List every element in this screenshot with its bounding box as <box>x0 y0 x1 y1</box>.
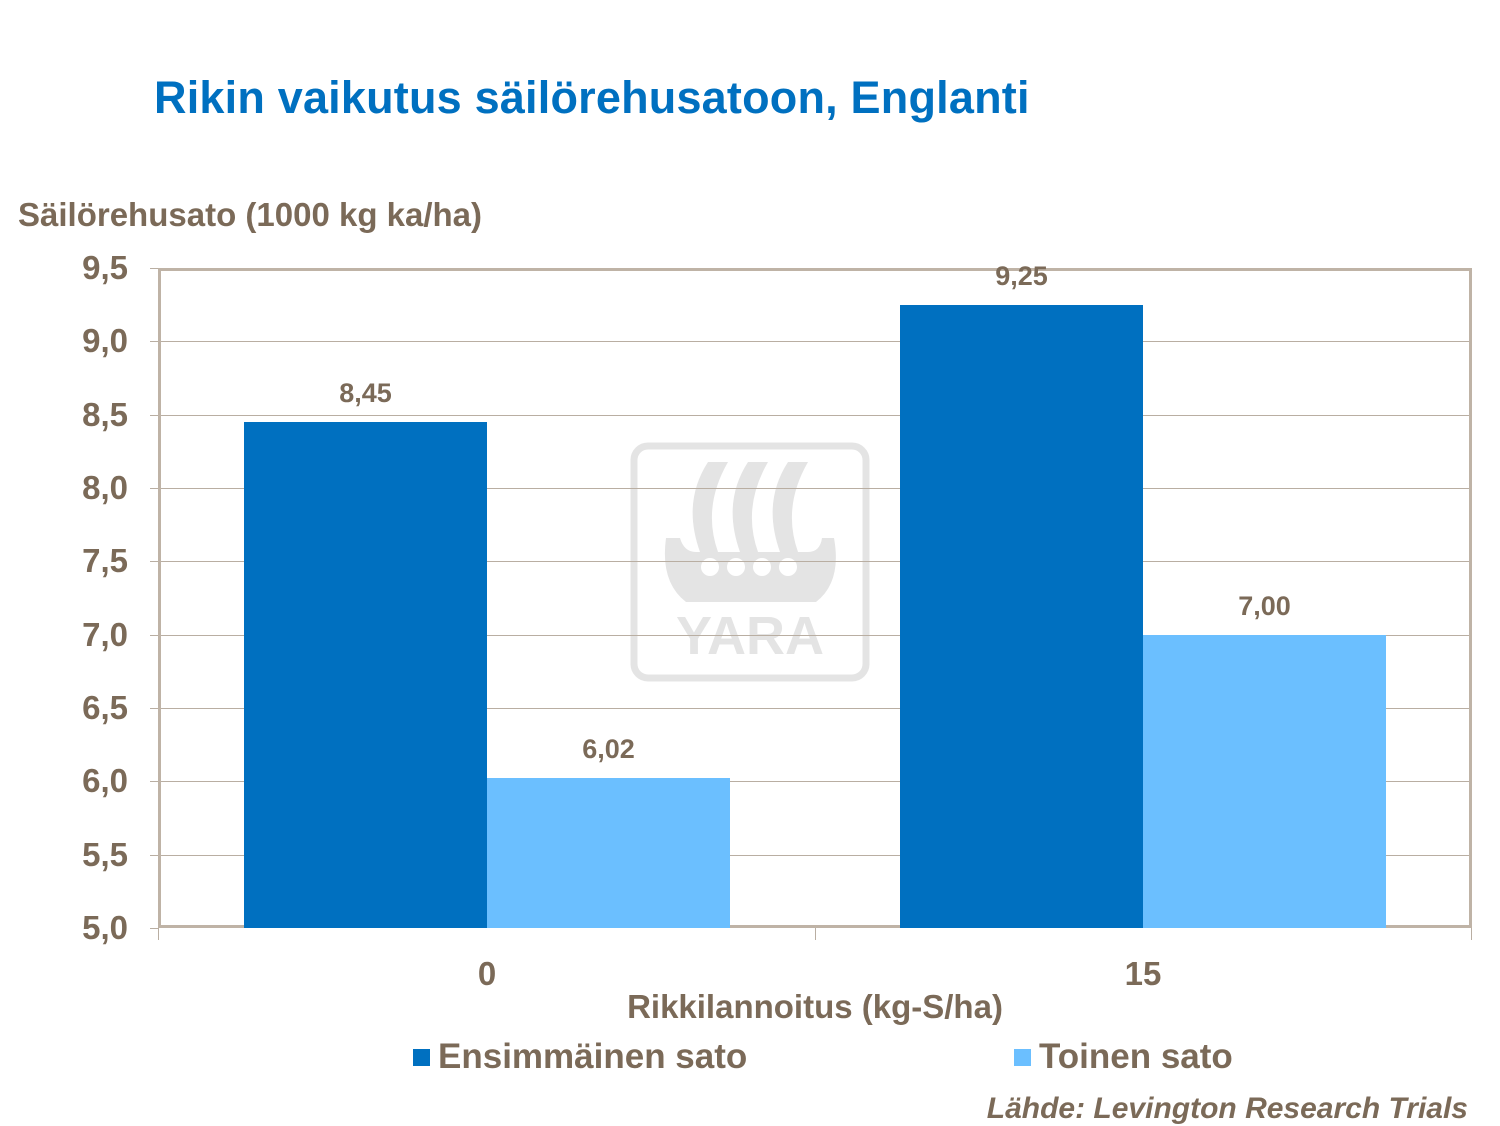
gridline <box>158 561 1472 563</box>
legend-label: Toinen sato <box>1039 1037 1233 1076</box>
gridline <box>158 341 1472 343</box>
data-label: 8,45 <box>339 378 392 408</box>
y-tick <box>150 561 158 563</box>
legend-swatch-icon <box>1014 1048 1031 1066</box>
y-tick <box>150 341 158 343</box>
gridline <box>158 414 1472 416</box>
y-tick-label: 9,0 <box>82 322 128 360</box>
data-label: 6,02 <box>582 734 635 765</box>
y-tick-label: 7,0 <box>82 615 128 653</box>
x-tick <box>1471 928 1472 940</box>
svg-text:YARA: YARA <box>676 606 824 666</box>
gridline <box>158 708 1472 709</box>
gridline <box>158 781 1472 783</box>
legend-label: Ensimmäinen sato <box>438 1037 748 1076</box>
data-label: 7,00 <box>1238 590 1291 621</box>
y-tick-label: 6,5 <box>82 689 128 726</box>
yara-logo-watermark-icon: YARA <box>630 442 870 682</box>
chart-title: Rikin vaikutus säilörehusatoon, Englanti <box>154 72 1030 123</box>
plot-area <box>158 268 1472 928</box>
y-tick <box>150 928 158 929</box>
bar-2-cat-0 <box>487 778 730 928</box>
y-axis-label: Säilörehusato (1000 kg ka/ha) <box>18 196 483 233</box>
bar-1-cat-15 <box>900 304 1143 928</box>
y-tick <box>150 268 158 269</box>
data-label: 9,25 <box>995 260 1048 291</box>
y-tick <box>150 488 158 489</box>
gridline <box>158 634 1472 636</box>
x-category-0: 0 <box>477 955 497 992</box>
y-tick <box>150 708 158 709</box>
bar-1-cat-0 <box>244 422 487 928</box>
gridline <box>158 488 1472 489</box>
x-category-15: 15 <box>1124 955 1162 992</box>
y-tick <box>150 781 158 783</box>
y-tick-label: 5,5 <box>82 835 128 873</box>
y-tick <box>150 634 158 636</box>
y-tick-label: 8,5 <box>82 395 128 433</box>
y-tick <box>150 414 158 416</box>
x-axis-label: Rikkilannoitus (kg-S/ha) <box>627 988 1003 1025</box>
x-tick <box>815 928 816 940</box>
y-tick-label: 8,0 <box>82 469 128 506</box>
y-tick-label: 7,5 <box>82 542 128 580</box>
x-tick <box>158 928 159 940</box>
y-tick-label: 6,0 <box>82 762 128 800</box>
bar-2-cat-15 <box>1143 634 1386 928</box>
legend-item-series2: Toinen sato <box>1014 1037 1233 1077</box>
y-tick <box>150 854 158 856</box>
legend-swatch-icon <box>413 1048 430 1066</box>
gridline <box>158 854 1472 856</box>
legend-item-series1: Ensimmäinen sato <box>413 1037 747 1077</box>
source-note: Lähde: Levington Research Trials <box>986 1092 1468 1125</box>
y-tick-label: 9,5 <box>82 249 128 286</box>
y-tick-label: 5,0 <box>82 909 128 946</box>
